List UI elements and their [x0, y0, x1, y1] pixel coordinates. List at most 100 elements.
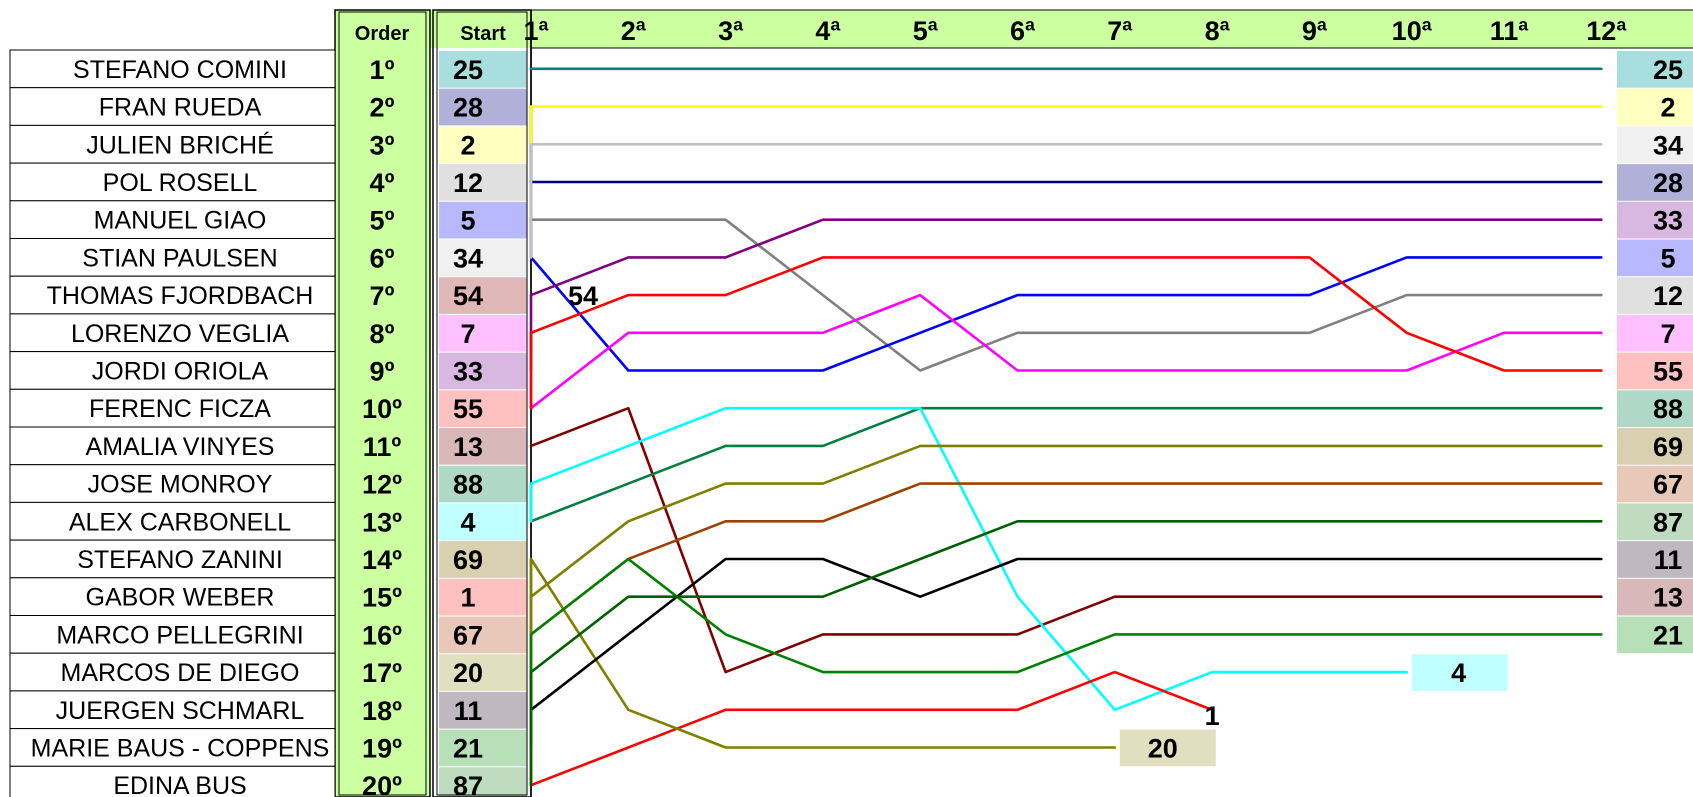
rider-name: STEFANO COMINI — [73, 56, 287, 84]
order-label: 11º — [363, 432, 402, 462]
lap-header: 1ª — [523, 16, 548, 46]
end-label: 20 — [1148, 733, 1178, 763]
rider-name: ALEX CARBONELL — [69, 508, 291, 536]
final-number: 25 — [1653, 55, 1683, 85]
order-label: 17º — [362, 658, 402, 688]
final-cell — [1617, 277, 1693, 314]
start-cell — [439, 503, 527, 541]
order-label: 14º — [362, 545, 402, 575]
series-line-55 — [529, 256, 1603, 410]
order-label: 4º — [370, 168, 395, 198]
rider-name: STEFANO ZANINI — [77, 546, 283, 574]
order-label: 19º — [362, 733, 402, 763]
start-cell — [439, 541, 527, 578]
start-column-inner-border — [436, 11, 528, 796]
final-number: 67 — [1653, 470, 1683, 500]
series-line-33 — [529, 218, 1603, 372]
name-cell — [9, 200, 336, 240]
order-label: 5º — [370, 206, 395, 236]
end-label: 1 — [1205, 701, 1220, 731]
lap-header: 7ª — [1107, 16, 1132, 46]
final-cell — [1617, 352, 1693, 390]
order-label: 3º — [370, 130, 395, 160]
final-cell — [1617, 88, 1693, 126]
order-label: 15º — [362, 583, 402, 613]
final-number: 12 — [1653, 281, 1683, 311]
start-number: 28 — [453, 93, 483, 123]
order-label: 16º — [362, 620, 402, 650]
rider-name: AMALIA VINYES — [86, 433, 275, 461]
start-number: 5 — [460, 206, 475, 236]
order-label: 7º — [370, 281, 395, 311]
start-cell — [439, 164, 527, 201]
order-label: 6º — [370, 243, 395, 273]
final-number: 88 — [1653, 394, 1683, 424]
start-number: 7 — [460, 319, 475, 349]
series-line-28 — [529, 105, 1603, 184]
start-cell — [439, 277, 527, 314]
name-cell — [9, 464, 336, 503]
order-label: 2º — [370, 93, 395, 123]
start-cell — [439, 201, 527, 239]
start-cell — [439, 767, 527, 797]
final-number: 28 — [1653, 168, 1683, 198]
chart-labels: STEFANO COMINI FRAN RUEDA JULIEN BRICHÉ POL… — [31, 16, 1683, 797]
name-cell — [9, 577, 336, 616]
name-cell — [9, 765, 336, 797]
name-cell — [9, 351, 336, 390]
start-cell — [439, 691, 527, 729]
plot-area — [531, 10, 1693, 797]
start-number: 69 — [453, 545, 483, 575]
lap-header: 6ª — [1010, 16, 1035, 46]
rider-name: JULIEN BRICHÉ — [86, 130, 274, 159]
start-number: 55 — [453, 394, 483, 424]
order-column-bg — [335, 10, 430, 797]
chart-grid — [9, 9, 1693, 797]
series-line-1 — [529, 595, 1214, 787]
final-number: 33 — [1653, 206, 1683, 236]
rider-name: MARIE BAUS - COPPENS — [31, 734, 330, 762]
series-line-4 — [529, 406, 1408, 712]
rider-name: MARCOS DE DIEGO — [61, 659, 300, 687]
name-cell — [9, 49, 336, 89]
final-cell — [1617, 390, 1693, 427]
series-line-20 — [529, 557, 1117, 749]
end-label-cell — [1119, 729, 1216, 767]
series-line-5 — [529, 218, 1603, 372]
order-label: 20º — [362, 771, 402, 797]
start-cell — [439, 465, 527, 503]
order-label: 18º — [362, 696, 402, 726]
final-number: 2 — [1660, 93, 1675, 123]
start-number: 67 — [453, 620, 483, 650]
start-number: 4 — [460, 507, 475, 537]
start-cell — [439, 239, 527, 277]
end-label: 4 — [1451, 658, 1466, 688]
series-line-88 — [529, 406, 1603, 523]
final-number: 7 — [1660, 319, 1675, 349]
name-cell — [9, 690, 336, 730]
final-cell — [1617, 616, 1693, 654]
final-cell — [1617, 541, 1693, 578]
name-cell — [9, 426, 336, 466]
final-number: 69 — [1653, 432, 1683, 462]
rider-name: JORDI ORIOLA — [92, 357, 269, 385]
rider-name: STIAN PAULSEN — [82, 244, 277, 272]
final-cell — [1617, 51, 1693, 88]
series-line-13 — [529, 406, 1603, 674]
start-number: 34 — [453, 243, 483, 273]
series-line-34 — [529, 143, 1603, 259]
series-line-69 — [529, 444, 1603, 599]
start-cell — [439, 654, 527, 691]
lap-header: 12ª — [1586, 16, 1626, 46]
rider-name: FERENC FICZA — [89, 395, 271, 423]
start-cell — [439, 428, 527, 465]
start-cell — [439, 126, 527, 164]
final-number: 13 — [1653, 583, 1683, 613]
start-number: 87 — [453, 771, 483, 797]
lap-header: 5ª — [913, 16, 938, 46]
series-line-11 — [529, 557, 1603, 712]
start-cell — [439, 390, 527, 427]
start-cell — [439, 314, 527, 352]
lap-header: 9ª — [1302, 16, 1327, 46]
order-label: 1º — [370, 55, 395, 85]
